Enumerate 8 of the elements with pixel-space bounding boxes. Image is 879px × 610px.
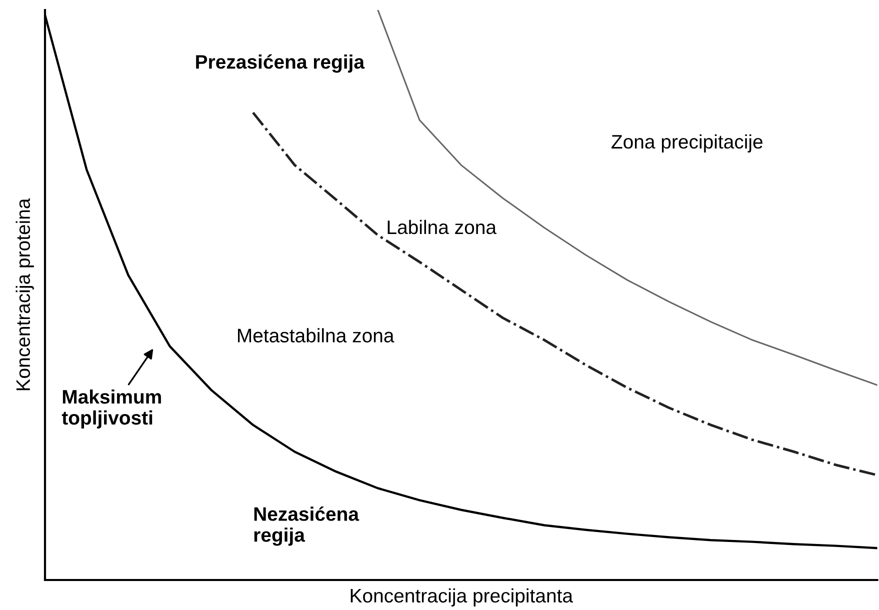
y-axis-title: Koncentracija proteina: [16, 198, 34, 390]
annotation: Zona precipitacije: [612, 134, 762, 152]
annotation: Maksimum topljivosti: [62, 389, 161, 429]
annotation: Nezasićena regija: [254, 506, 360, 546]
annotation: Labilna zona: [388, 220, 496, 234]
annotation: Prezasićena regija: [196, 54, 365, 73]
x-axis-title: Koncentracija precipitanta: [350, 588, 573, 606]
annotation: Metastabilna zona: [238, 328, 394, 342]
